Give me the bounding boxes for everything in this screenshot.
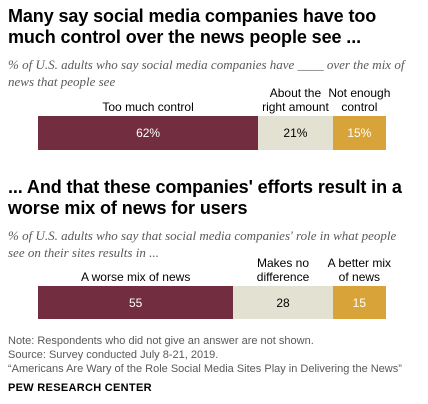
note-text: Note: Respondents who did not give an an… xyxy=(8,335,314,347)
chart-2-category-label-3-line-2: of news xyxy=(338,270,381,284)
chart-1-value-label-2: 21% xyxy=(283,126,308,140)
chart-2-subtitle: % of U.S. adults who say that social med… xyxy=(8,228,397,260)
chart-1-category-label-1-line-1: Too much control xyxy=(102,100,194,114)
chart-2-title: ... And that these companies' efforts re… xyxy=(8,177,402,218)
chart-2-value-label-2: 28 xyxy=(276,295,290,310)
report-title: “Americans Are Wary of the Role Social M… xyxy=(8,363,402,375)
chart-1-category-label-3-line-1: Not enough xyxy=(328,86,391,100)
chart-2-category-label-2: Makes no difference xyxy=(257,256,309,284)
chart-2-category-label-2-line-2: difference xyxy=(256,270,310,284)
chart-2-value-label-1: 55 xyxy=(128,295,143,310)
chart-1-segment-1: 62% xyxy=(38,116,259,150)
chart-1-category-label-2: About the right amount xyxy=(262,86,329,114)
chart-1-segment-2: 21% xyxy=(258,116,333,150)
chart-2-segment-3: 15 xyxy=(332,286,386,319)
chart-1-category-label-2-line-1: About the xyxy=(269,86,322,100)
chart-2-category-label-2-line-1: Makes no xyxy=(256,256,310,270)
chart-2-category-label-1: A worse mix of news xyxy=(81,270,190,284)
chart-2-segment-2: 28 xyxy=(233,286,333,319)
pew-logo-text: PEW RESEARCH CENTER xyxy=(8,382,152,394)
chart-1-category-label-1: Too much control xyxy=(102,100,193,114)
chart-1-value-label-1: 62% xyxy=(136,126,161,140)
chart-1-category-label-2-line-2: right amount xyxy=(262,100,329,114)
chart-2-category-label-1-line-1: A worse mix of news xyxy=(80,270,191,284)
chart-1-stacked-bar: 62% 21% 15% xyxy=(38,116,386,150)
chart-1-segment-3: 15% xyxy=(332,116,386,150)
chart-2-segment-1: 55 xyxy=(38,286,234,319)
chart-2-category-label-3: A better mix of news xyxy=(328,256,391,284)
chart-1-category-label-3: Not enough control xyxy=(328,86,390,114)
chart-1-category-label-3-line-2: control xyxy=(341,100,378,114)
source-text: Source: Survey conducted July 8-21, 2019… xyxy=(8,349,219,361)
chart-2-value-label-3: 15 xyxy=(352,295,367,310)
chart-2-stacked-bar: 55 28 15 xyxy=(38,286,386,319)
chart-1-subtitle: % of U.S. adults who say social media co… xyxy=(8,57,405,89)
chart-1-title: Many say social media companies have too… xyxy=(8,6,377,47)
chart-1-value-label-3: 15% xyxy=(347,126,372,140)
chart-2-category-label-3-line-1: A better mix xyxy=(327,256,392,270)
